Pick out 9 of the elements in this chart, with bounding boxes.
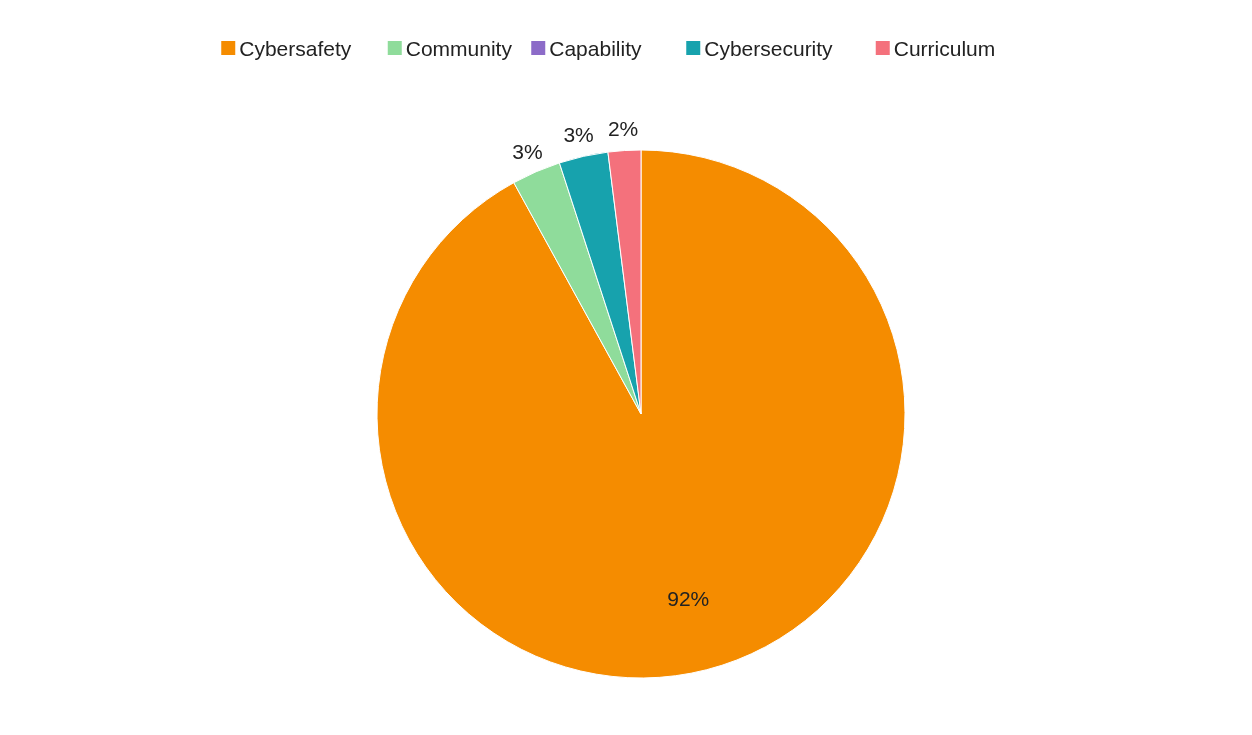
- legend-label: Curriculum: [893, 36, 996, 60]
- legend-label: Cybersafety: [239, 36, 352, 60]
- data-label: 3%: [563, 123, 594, 147]
- legend-label: Community: [405, 36, 513, 60]
- data-label: 3%: [512, 140, 543, 164]
- data-label: 2%: [607, 117, 639, 141]
- legend-label: Cybersecurity: [704, 36, 834, 60]
- legend-label: Capability: [549, 36, 642, 60]
- data-label: 92%: [667, 586, 710, 610]
